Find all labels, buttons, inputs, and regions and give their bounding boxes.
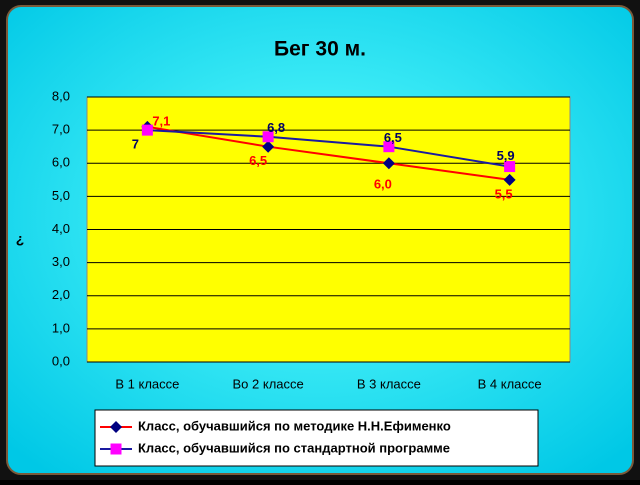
series-line	[147, 125, 510, 181]
marker	[503, 173, 516, 186]
y-tick-label: 1,0	[52, 320, 70, 335]
marker	[382, 157, 395, 170]
marker	[383, 141, 395, 153]
value-label: 7,1	[152, 113, 170, 128]
y-tick-label: 0,0	[52, 353, 70, 368]
y-tick-label: 2,0	[52, 287, 70, 302]
y-tick-label: 8,0	[52, 88, 70, 103]
legend-label: Класс, обучавшийся по методике Н.Н.Ефиме…	[138, 418, 451, 433]
x-tick-label: В 1 классе	[115, 376, 179, 391]
legend	[94, 409, 539, 467]
value-label: 6,0	[374, 177, 392, 192]
x-tick-label: В 3 классе	[357, 376, 421, 391]
y-tick-label: 6,0	[52, 155, 70, 170]
y-axis-label: ¿	[16, 231, 25, 247]
marker	[262, 131, 274, 143]
legend-marker	[110, 421, 122, 433]
marker	[141, 124, 153, 136]
series-line	[147, 129, 510, 168]
value-label: 6,5	[249, 153, 267, 168]
value-label: 6,8	[267, 120, 285, 135]
y-tick-label: 4,0	[52, 221, 70, 236]
x-tick-label: В 4 классе	[478, 376, 542, 391]
chart-title: Бег 30 м.	[274, 38, 366, 61]
y-tick-label: 3,0	[52, 254, 70, 269]
legend-marker	[110, 443, 122, 455]
y-tick-label: 7,0	[52, 122, 70, 137]
value-label: 5,9	[497, 148, 515, 163]
legend-label: Класс, обучавшийся по стандартной програ…	[138, 440, 450, 455]
marker	[262, 140, 275, 153]
value-label: 7	[132, 137, 139, 152]
value-label: 5,5	[495, 186, 513, 201]
y-tick-label: 5,0	[52, 188, 70, 203]
value-label: 6,5	[384, 130, 402, 145]
marker	[504, 161, 516, 173]
x-tick-label: Во 2 классе	[233, 376, 304, 391]
